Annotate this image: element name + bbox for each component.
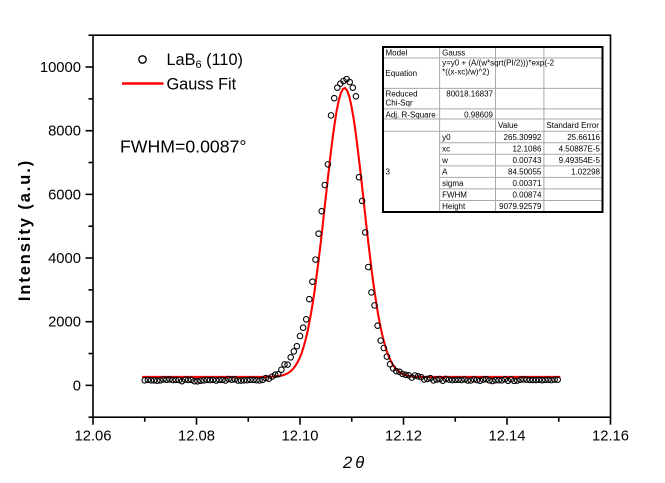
svg-text:12.10: 12.10 — [281, 429, 318, 445]
svg-text:y0: y0 — [442, 133, 451, 142]
svg-text:*((x-xc)/w)^2): *((x-xc)/w)^2) — [442, 68, 490, 77]
svg-text:A: A — [442, 167, 448, 176]
svg-text:25.66116: 25.66116 — [567, 133, 600, 142]
svg-text:80018.16837: 80018.16837 — [446, 90, 493, 99]
svg-text:3: 3 — [386, 168, 391, 177]
svg-text:w: w — [441, 156, 448, 165]
svg-text:12.12: 12.12 — [385, 429, 422, 445]
svg-text:84.50055: 84.50055 — [508, 167, 542, 176]
svg-text:12.16: 12.16 — [592, 429, 629, 445]
svg-text:265.30992: 265.30992 — [504, 133, 542, 142]
svg-text:10000: 10000 — [40, 60, 81, 76]
svg-text:Reduced: Reduced — [386, 90, 418, 99]
svg-text:Chi-Sqr: Chi-Sqr — [386, 99, 413, 108]
svg-text:y=y0 + (A/(w*sqrt(PI/2)))*exp(: y=y0 + (A/(w*sqrt(PI/2)))*exp(-2 — [442, 59, 555, 68]
svg-text:1.02298: 1.02298 — [571, 167, 600, 176]
svg-text:8000: 8000 — [48, 124, 81, 140]
svg-text:LaB6 (110): LaB6 (110) — [167, 51, 243, 71]
svg-text:6000: 6000 — [48, 187, 81, 203]
svg-text:12.14: 12.14 — [488, 429, 525, 445]
svg-text:4.50887E-5: 4.50887E-5 — [559, 144, 601, 153]
svg-text:Value: Value — [498, 121, 518, 130]
svg-text:sigma: sigma — [442, 179, 464, 188]
svg-text:Equation: Equation — [386, 69, 418, 78]
svg-text:FWHM=0.0087°: FWHM=0.0087° — [120, 137, 247, 157]
svg-text:Standard Error: Standard Error — [546, 121, 599, 130]
svg-text:FWHM: FWHM — [442, 191, 467, 200]
svg-text:12.1086: 12.1086 — [512, 144, 541, 153]
svg-text:4000: 4000 — [48, 251, 81, 267]
svg-text:12.08: 12.08 — [178, 429, 215, 445]
svg-text:0.00371: 0.00371 — [512, 179, 541, 188]
svg-text:Intensity (a.u.): Intensity (a.u.) — [16, 159, 34, 301]
svg-text:0: 0 — [73, 378, 81, 394]
svg-text:Model: Model — [386, 49, 408, 58]
svg-text:xc: xc — [442, 144, 450, 153]
svg-text:Gauss: Gauss — [442, 49, 465, 58]
svg-text:12.06: 12.06 — [74, 429, 111, 445]
svg-text:Height: Height — [442, 202, 466, 211]
svg-text:Gauss Fit: Gauss Fit — [167, 76, 237, 94]
svg-text:0.00874: 0.00874 — [512, 191, 541, 200]
svg-text:9.49354E-5: 9.49354E-5 — [559, 156, 601, 165]
svg-text:Adj. R-Square: Adj. R-Square — [386, 111, 437, 120]
svg-text:2000: 2000 — [48, 315, 81, 331]
svg-text:0.98609: 0.98609 — [464, 111, 493, 120]
svg-text:0.00743: 0.00743 — [512, 156, 541, 165]
svg-text:9079.92579: 9079.92579 — [499, 202, 542, 211]
